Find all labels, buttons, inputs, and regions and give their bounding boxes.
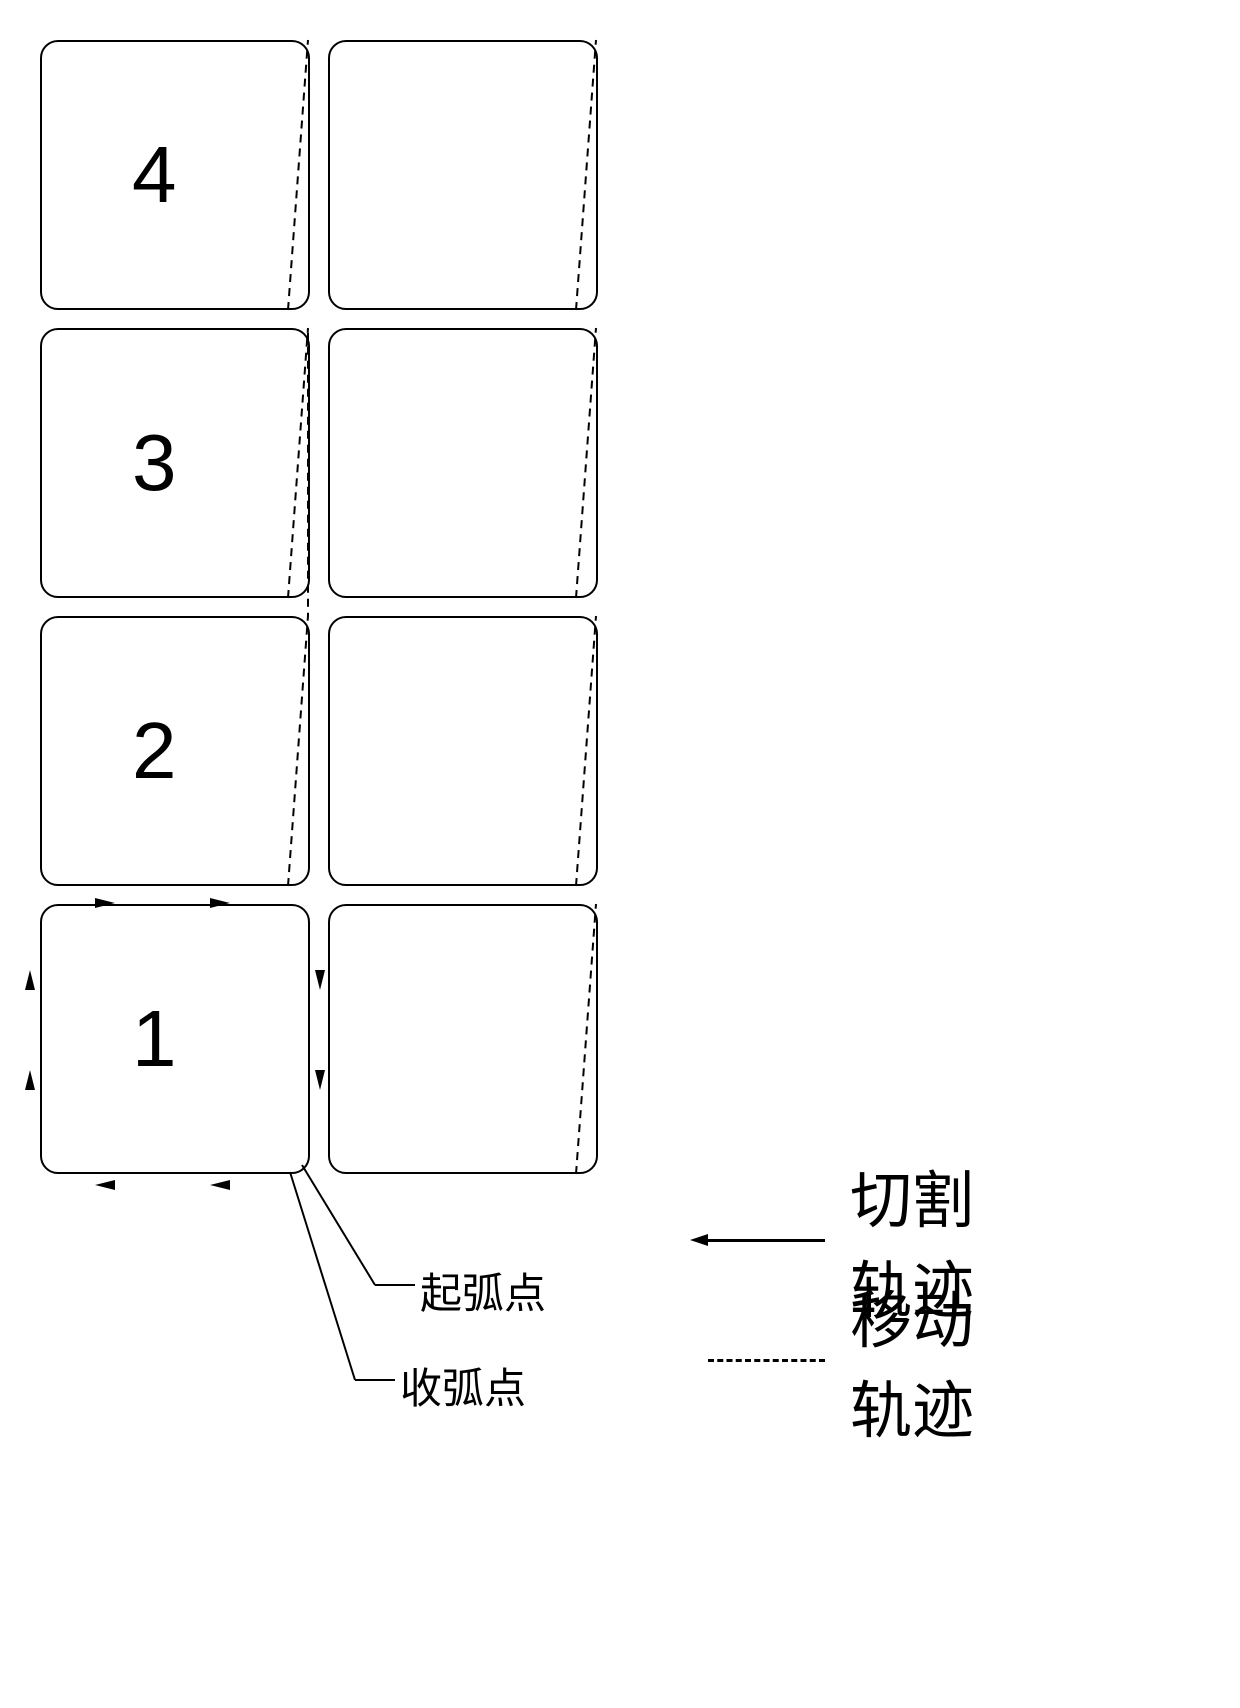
diagram-container: 4 3 2 1	[0, 0, 1240, 1708]
leader-arc-end	[290, 1172, 355, 1380]
label-arc-start: 起弧点	[420, 1260, 546, 1321]
legend-dashed-line	[708, 1359, 825, 1362]
legend-arrow-icon	[690, 1234, 708, 1246]
legend-solid-line	[708, 1239, 825, 1242]
leader-lines-svg	[0, 0, 700, 1500]
label-arc-end: 收弧点	[400, 1355, 526, 1416]
legend-label-movement: 移动轨迹	[850, 1270, 995, 1450]
leader-arc-start	[302, 1165, 375, 1285]
legend-item-dashed: 移动轨迹	[708, 1270, 995, 1450]
